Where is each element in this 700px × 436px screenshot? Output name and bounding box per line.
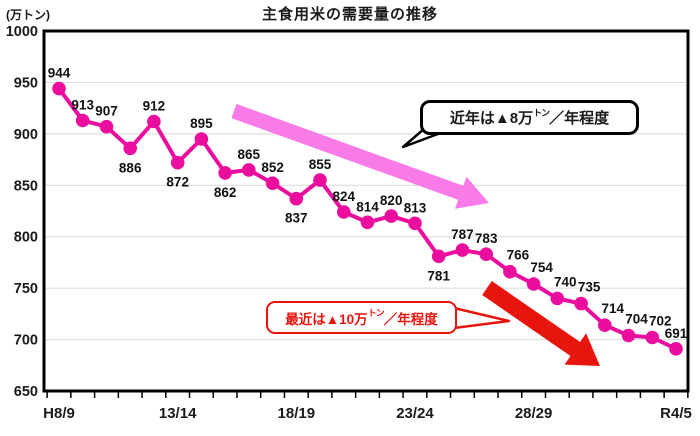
data-point — [550, 291, 565, 306]
data-point — [289, 191, 304, 206]
data-value-label: 862 — [214, 185, 237, 200]
data-point — [455, 243, 470, 257]
data-point — [574, 296, 588, 311]
data-point — [52, 81, 66, 96]
y-tick-label: 900 — [14, 127, 38, 143]
data-point — [645, 330, 660, 345]
data-value-label: 865 — [238, 147, 261, 162]
data-point — [99, 119, 114, 134]
data-value-label: 852 — [261, 160, 284, 175]
x-tick-label: 28/29 — [515, 405, 553, 422]
data-point — [669, 342, 683, 356]
data-value-label: 824 — [333, 189, 356, 204]
y-tick-label: 650 — [14, 384, 38, 400]
x-tick-label: 18/19 — [278, 405, 316, 422]
annotation-latest-trend-suffix: ／年程度 — [383, 311, 438, 327]
data-value-label: 872 — [166, 175, 189, 190]
data-value-label: 886 — [119, 160, 142, 175]
data-point — [384, 209, 399, 223]
data-value-label: 787 — [451, 227, 474, 242]
plot-border — [42, 29, 690, 393]
data-point — [147, 114, 161, 129]
data-value-label: 907 — [95, 104, 118, 119]
data-point — [598, 318, 612, 333]
y-tick-label: 1000 — [6, 24, 38, 40]
y-axis-unit-label: (万トン) — [6, 8, 50, 22]
annotation-latest-trend-text: 最近は▲10万 — [285, 311, 368, 327]
data-point — [337, 205, 351, 219]
data-point — [170, 155, 185, 170]
annotation-latest-trend: 最近は▲10万 トン ／年程度 — [266, 301, 457, 334]
data-point — [408, 216, 422, 231]
data-point — [479, 247, 494, 261]
annotation-recent-trend-suffix: ／年程度 — [549, 110, 610, 127]
data-point — [265, 176, 280, 190]
data-point — [526, 277, 541, 291]
y-tick-label: 800 — [14, 230, 38, 246]
y-tick-label: 850 — [14, 178, 38, 194]
x-tick-label: 23/24 — [396, 405, 434, 422]
x-tick-label: 13/14 — [159, 405, 197, 422]
data-value-label: 754 — [530, 260, 553, 275]
data-value-label: 714 — [602, 301, 625, 316]
x-tick-label: H8/9 — [43, 405, 75, 422]
data-value-label: 781 — [427, 268, 450, 283]
data-value-label: 766 — [507, 248, 530, 263]
data-point — [503, 264, 517, 279]
data-value-label: 813 — [404, 200, 427, 215]
data-point — [360, 215, 375, 230]
data-point — [621, 328, 636, 343]
data-point — [313, 173, 327, 187]
data-point — [242, 163, 256, 177]
data-value-label: 913 — [71, 98, 94, 113]
data-value-label: 814 — [356, 199, 379, 214]
data-point — [431, 249, 446, 264]
data-value-label: 783 — [475, 231, 498, 246]
data-value-label: 704 — [625, 312, 648, 327]
data-point — [123, 141, 137, 156]
data-value-label: 837 — [285, 211, 308, 226]
x-tick-label: R4/5 — [660, 405, 692, 422]
data-value-label: 702 — [649, 314, 672, 329]
steep-decline-arrow — [482, 281, 600, 366]
gradual-decline-arrow — [231, 103, 489, 209]
data-value-label: 820 — [380, 193, 403, 208]
annotation-recent-trend-text: 近年は▲8万 — [449, 110, 534, 127]
y-tick-label: 950 — [14, 75, 38, 91]
data-point — [75, 113, 90, 128]
data-value-label: 740 — [554, 274, 577, 289]
annotation-recent-trend: 近年は▲8万 トン ／年程度 — [420, 100, 639, 135]
ton-unit-small: トン — [533, 108, 550, 118]
data-value-label: 735 — [578, 280, 601, 295]
data-point — [194, 132, 209, 146]
data-value-label: 912 — [143, 99, 166, 114]
data-value-label: 855 — [309, 157, 332, 172]
y-tick-label: 750 — [14, 281, 38, 297]
chart-title: 主食用米の需要量の推移 — [261, 6, 438, 23]
data-value-label: 895 — [190, 116, 213, 131]
data-value-label: 691 — [665, 326, 688, 341]
y-tick-label: 700 — [14, 333, 38, 349]
ton-unit-small: トン — [367, 308, 385, 318]
data-value-label: 944 — [48, 66, 71, 81]
data-point — [218, 166, 232, 180]
